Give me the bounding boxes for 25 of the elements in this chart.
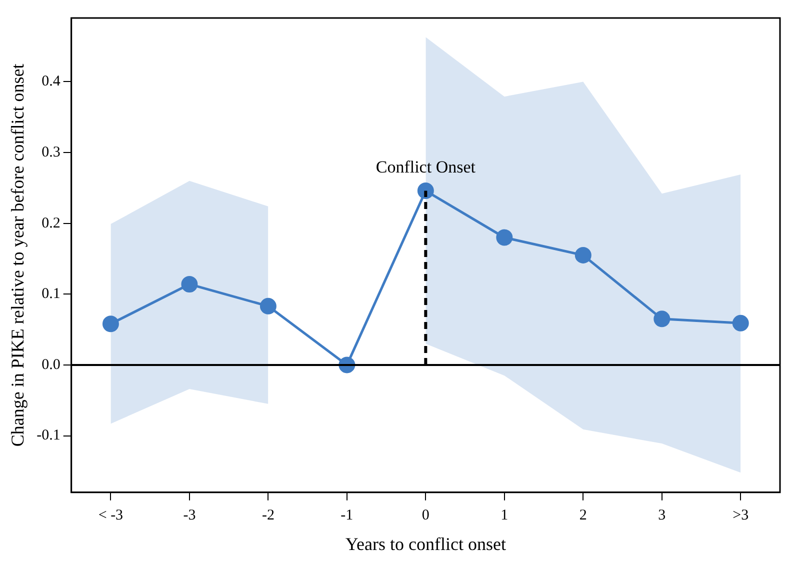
point [574, 246, 592, 264]
y-tick-label: 0.3 [42, 144, 60, 160]
point [654, 310, 670, 328]
ref-line-label: Conflict Onset [376, 158, 476, 177]
point [181, 276, 198, 292]
point [496, 229, 513, 246]
y-tick-label: 0.0 [42, 356, 60, 373]
x-tick-label: 3 [658, 507, 666, 524]
x-tick-label: 2 [579, 507, 587, 524]
y-tick-label: -0.1 [36, 428, 60, 444]
x-tick-label: 1 [500, 507, 508, 524]
x-tick-label: -2 [262, 507, 274, 524]
y-tick-label: 0.2 [42, 215, 60, 232]
x-tick-label: -3 [183, 507, 196, 524]
point [102, 316, 119, 332]
y-tick-label: 0.4 [42, 74, 61, 90]
y-tick-label: 0.1 [42, 286, 60, 302]
y-axis-title: Change in PIKE relative to year before conflict onset [8, 64, 28, 447]
x-tick-label: < -3 [98, 507, 124, 524]
x-tick-label: >3 [732, 507, 749, 524]
point [260, 298, 276, 314]
point [732, 314, 749, 332]
x-tick-label: -1 [340, 507, 354, 524]
x-tick-label: 0 [422, 507, 430, 524]
x-axis-title: Years to conflict onset [345, 534, 506, 554]
